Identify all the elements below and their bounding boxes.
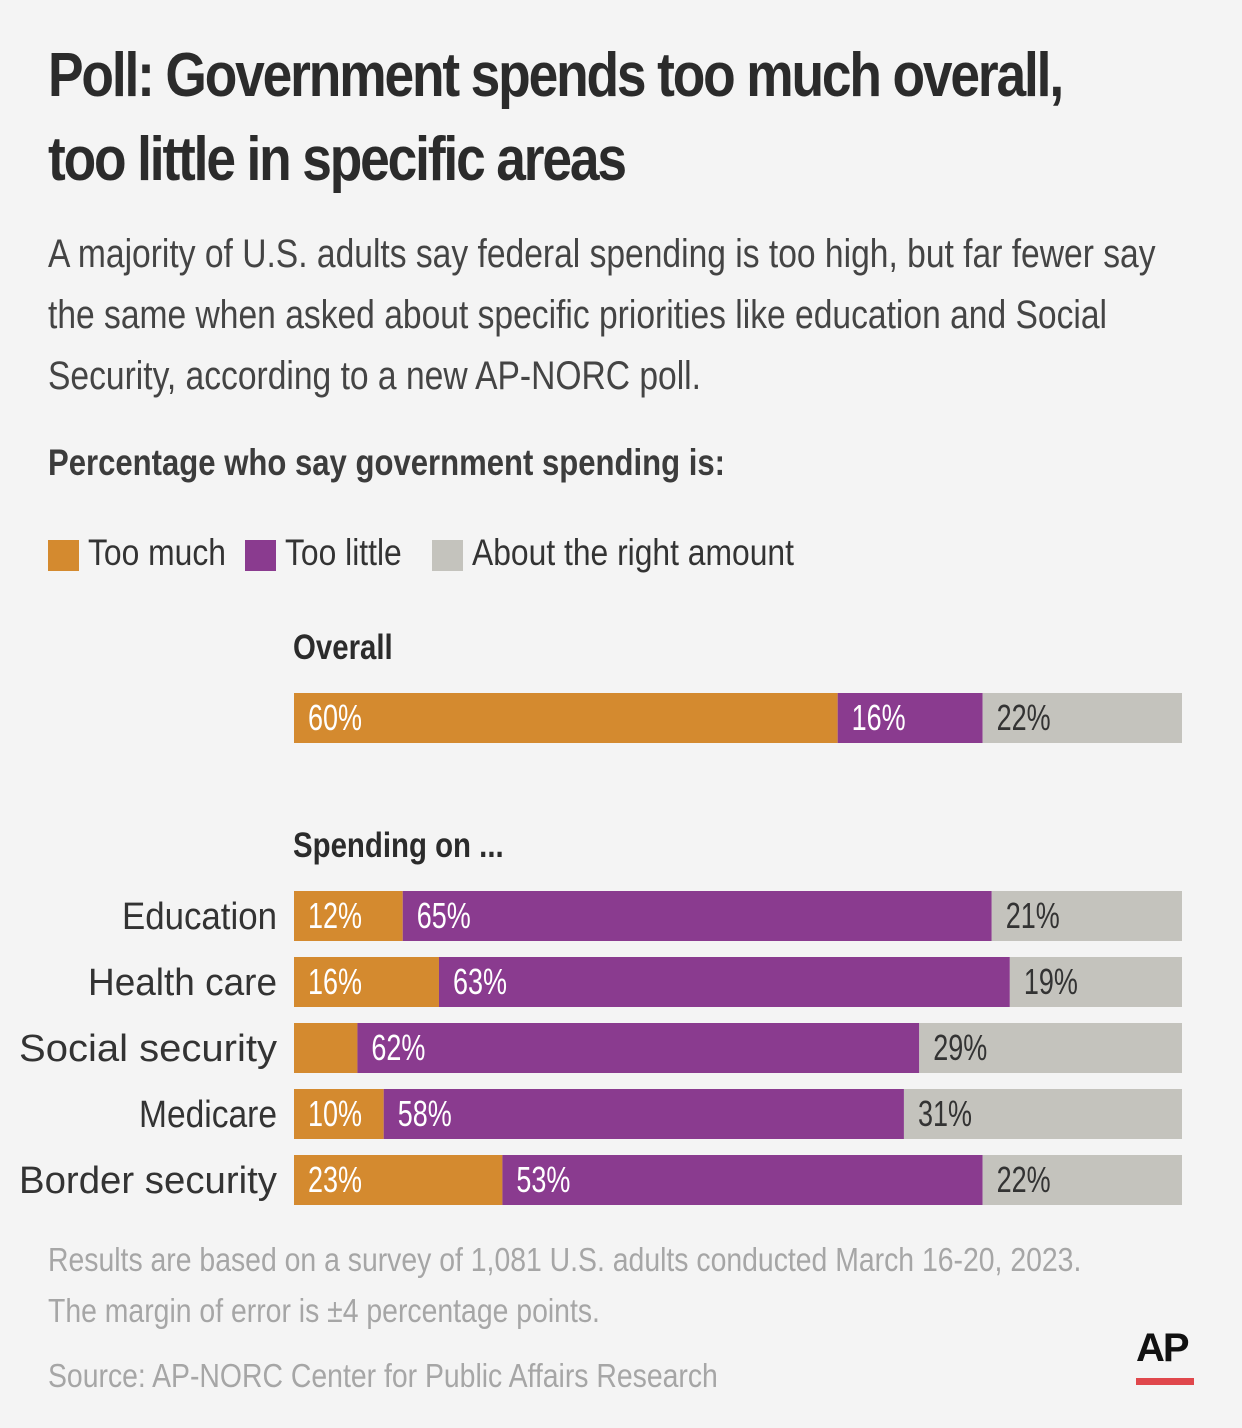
data-label-medicare-too-little: 58% xyxy=(398,1093,452,1134)
legend-swatch-about-right xyxy=(432,540,463,571)
ap-logo-text: AP xyxy=(1136,1326,1190,1370)
bar-health-care-too-little xyxy=(438,957,1010,1007)
chart-subtitle: A majority of U.S. adults say federal sp… xyxy=(48,224,1216,407)
section-heading: Percentage who say government spending i… xyxy=(48,442,726,483)
bar-overall-about-the-right-amount xyxy=(982,693,1182,743)
legend-swatch-too-much xyxy=(48,540,79,571)
spending-on-group-label: Spending on ... xyxy=(293,826,504,865)
data-label-education-too-little: 65% xyxy=(417,895,471,936)
data-label-overall-too-much: 60% xyxy=(308,697,362,738)
bar-medicare-about-the-right-amount xyxy=(903,1089,1182,1139)
bar-border-security-about-the-right-amount xyxy=(982,1155,1182,1205)
data-label-health-care-too-much: 16% xyxy=(308,961,362,1002)
legend-label-too-much: Too much xyxy=(88,532,226,573)
bar-social-security-about-the-right-amount xyxy=(919,1023,1182,1073)
bar-health-care-too-much xyxy=(294,957,439,1007)
chart-title: Poll: Government spends too much overall… xyxy=(48,34,1200,202)
bar-overall-too-little xyxy=(837,693,983,743)
data-label-overall-about-the-right-amount: 22% xyxy=(997,697,1051,738)
data-label-health-care-about-the-right-amount: 19% xyxy=(1024,961,1078,1002)
category-label-medicare: Medicare xyxy=(139,1094,277,1136)
subtitle-line-1: A majority of U.S. adults say federal sp… xyxy=(48,232,1156,276)
bar-border-security-too-much xyxy=(294,1155,503,1205)
data-label-education-about-the-right-amount: 21% xyxy=(1006,895,1060,936)
data-label-border-security-too-much: 23% xyxy=(308,1159,362,1200)
title-line-1: Poll: Government spends too much overall… xyxy=(48,41,1064,110)
bar-medicare-too-little xyxy=(383,1089,904,1139)
subtitle-line-2: the same when asked about specific prior… xyxy=(48,293,1108,337)
legend-swatch-too-little xyxy=(245,540,276,571)
title-line-2: too little in specific areas xyxy=(48,125,627,194)
data-label-medicare-about-the-right-amount: 31% xyxy=(918,1093,972,1134)
bar-education-too-much xyxy=(294,891,403,941)
data-label-health-care-too-little: 63% xyxy=(453,961,507,1002)
category-label-social-security: Social security xyxy=(19,1028,277,1070)
legend-label-too-little: Too little xyxy=(285,532,402,573)
footnote-margin: The margin of error is ±4 percentage poi… xyxy=(48,1292,600,1329)
bar-border-security-too-little xyxy=(502,1155,983,1205)
ap-logo-accent xyxy=(1136,1378,1194,1385)
bar-overall-too-much xyxy=(294,693,838,743)
bar-medicare-too-much xyxy=(294,1089,384,1139)
category-label-health-care: Health care xyxy=(88,962,277,1004)
data-label-overall-too-little: 16% xyxy=(852,697,906,738)
data-label-education-too-much: 12% xyxy=(308,895,362,936)
legend-label-about-right: About the right amount xyxy=(472,532,794,573)
ap-logo: AP xyxy=(1136,1326,1194,1390)
bar-social-security-too-much xyxy=(294,1023,358,1073)
source-note: Source: AP-NORC Center for Public Affair… xyxy=(48,1357,718,1394)
category-label-education: Education xyxy=(122,896,277,938)
bar-education-too-little xyxy=(402,891,992,941)
category-label-border-security: Border security xyxy=(19,1160,277,1202)
data-label-social-security-about-the-right-amount: 29% xyxy=(933,1027,987,1068)
data-label-border-security-about-the-right-amount: 22% xyxy=(997,1159,1051,1200)
bar-social-security-too-little xyxy=(357,1023,920,1073)
data-label-social-security-too-little: 62% xyxy=(371,1027,425,1068)
bar-education-about-the-right-amount xyxy=(991,891,1182,941)
data-label-border-security-too-little: 53% xyxy=(516,1159,570,1200)
overall-group-label: Overall xyxy=(293,628,393,667)
footnote-survey: Results are based on a survey of 1,081 U… xyxy=(48,1241,1082,1278)
data-label-medicare-too-much: 10% xyxy=(308,1093,362,1134)
subtitle-line-3: Security, according to a new AP-NORC pol… xyxy=(48,354,701,398)
bar-health-care-about-the-right-amount xyxy=(1009,957,1182,1007)
